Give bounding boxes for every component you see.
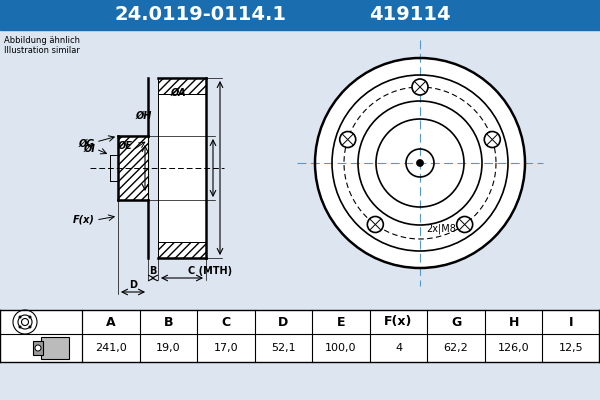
Text: 52,1: 52,1 [271, 343, 296, 353]
Text: G: G [451, 316, 461, 328]
Bar [158, 94, 206, 242]
Text: 100,0: 100,0 [325, 343, 357, 353]
Text: E: E [337, 316, 345, 328]
Text: H: H [508, 316, 519, 328]
Text: Illustration similar: Illustration similar [4, 46, 80, 55]
Circle shape [315, 58, 525, 268]
Bar [0, 310, 600, 362]
Text: 19,0: 19,0 [156, 343, 181, 353]
Text: ØG: ØG [79, 139, 95, 149]
Text: C (MTH): C (MTH) [188, 266, 232, 276]
Text: C: C [221, 316, 230, 328]
Bar [33, 341, 43, 355]
Bar [41, 337, 69, 359]
Bar [88, 73, 226, 263]
Circle shape [19, 326, 22, 328]
Text: D: D [129, 280, 137, 290]
Circle shape [416, 160, 424, 166]
Circle shape [35, 345, 41, 351]
Text: A: A [106, 316, 116, 328]
Text: D: D [278, 316, 289, 328]
Circle shape [484, 132, 500, 148]
Text: 12,5: 12,5 [559, 343, 584, 353]
Text: F(x): F(x) [73, 215, 95, 225]
Text: 2x|M8: 2x|M8 [426, 223, 456, 234]
Text: 126,0: 126,0 [498, 343, 529, 353]
Bar [158, 78, 206, 94]
Circle shape [412, 79, 428, 95]
Text: ØE: ØE [117, 141, 132, 151]
Text: 4: 4 [395, 343, 402, 353]
Bar [118, 136, 148, 200]
Text: Abbildung ähnlich: Abbildung ähnlich [4, 36, 80, 45]
Text: 24.0119-0114.1: 24.0119-0114.1 [114, 6, 286, 24]
Text: 62,2: 62,2 [444, 343, 469, 353]
Text: B: B [164, 316, 173, 328]
Text: ØA: ØA [170, 88, 185, 98]
Text: I: I [569, 316, 574, 328]
Circle shape [457, 216, 473, 232]
Text: 241,0: 241,0 [95, 343, 127, 353]
Circle shape [367, 216, 383, 232]
Bar [158, 242, 206, 258]
Text: ØH: ØH [136, 111, 152, 121]
Circle shape [28, 316, 31, 318]
Circle shape [28, 326, 31, 328]
Text: B: B [149, 266, 157, 276]
Text: ØI: ØI [83, 144, 95, 154]
Circle shape [340, 132, 356, 148]
Circle shape [19, 316, 22, 318]
Text: 17,0: 17,0 [214, 343, 238, 353]
Bar [0, 0, 600, 30]
Text: F(x): F(x) [385, 316, 413, 328]
Text: 419114: 419114 [369, 6, 451, 24]
